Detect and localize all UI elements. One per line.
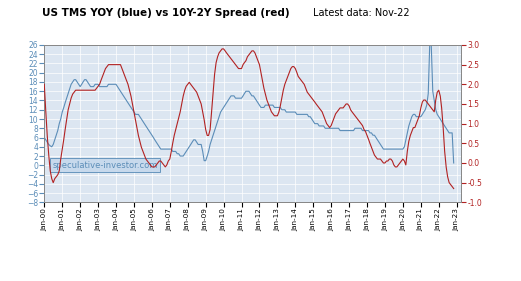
Text: Latest data: Nov-22: Latest data: Nov-22 xyxy=(313,8,409,19)
Text: speculative-investor.com: speculative-investor.com xyxy=(53,161,158,170)
Text: US TMS YOY (blue) vs 10Y-2Y Spread (red): US TMS YOY (blue) vs 10Y-2Y Spread (red) xyxy=(42,8,289,19)
